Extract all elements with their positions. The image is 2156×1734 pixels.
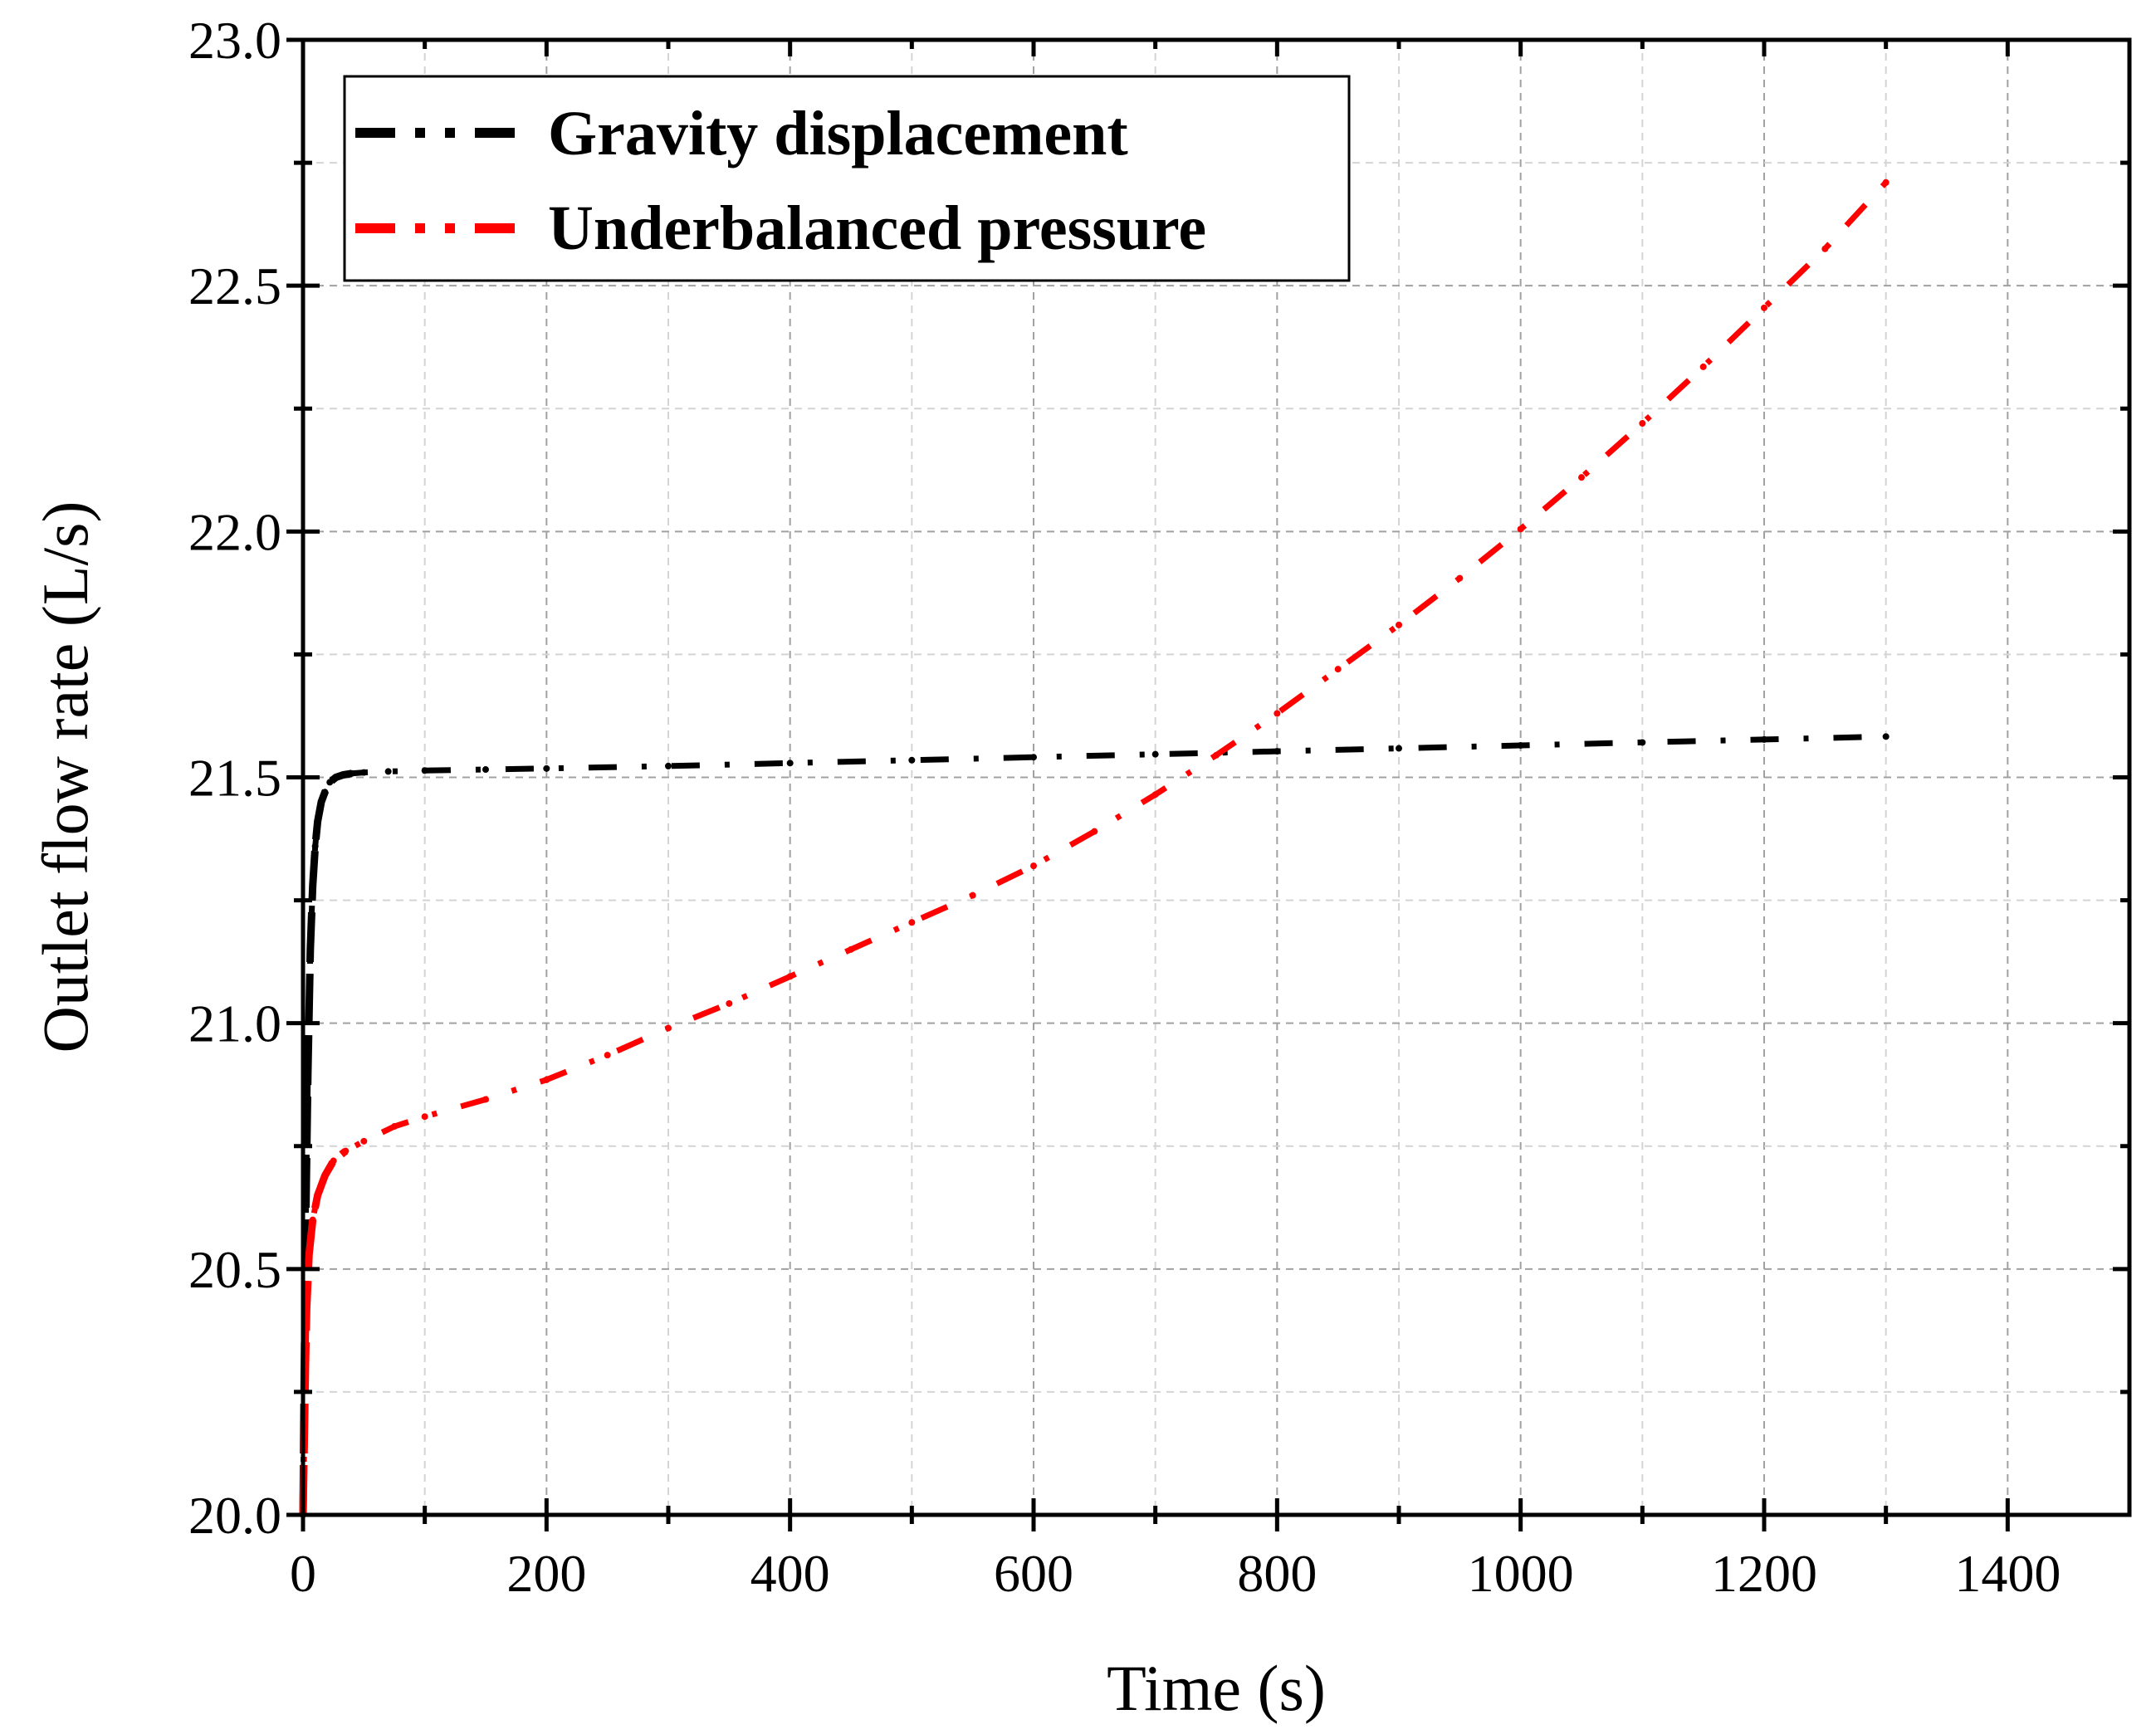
data-point: [309, 1216, 316, 1224]
data-point: [1151, 791, 1159, 799]
data-point: [318, 799, 325, 806]
data-point: [786, 973, 794, 980]
tick-labels: 0 200 400 600 800 1000 1200 1400 20.0 20.5 21.0 21.…: [188, 11, 2061, 1603]
legend: Gravity displacement Underbalanced press…: [343, 75, 1351, 282]
data-point: [1396, 745, 1402, 752]
data-point: [1030, 754, 1037, 761]
data-point: [391, 1123, 398, 1131]
x-tick-label: 800: [1237, 1544, 1317, 1603]
y-tick-label: 22.0: [188, 502, 281, 561]
data-point: [314, 818, 321, 825]
data-point: [786, 760, 794, 767]
data-point: [1882, 178, 1890, 186]
x-tick-label: 200: [506, 1544, 586, 1603]
data-point: [848, 945, 854, 953]
x-tick-label: 1000: [1468, 1544, 1574, 1603]
data-point: [340, 771, 347, 779]
legend-box: [343, 75, 1351, 282]
data-point: [1334, 666, 1342, 673]
data-point: [321, 1172, 329, 1180]
data-point: [342, 1147, 350, 1155]
data-point: [1821, 245, 1829, 252]
data-point: [1639, 420, 1646, 427]
data-point: [326, 779, 334, 786]
data-point: [543, 1076, 550, 1083]
data-point: [321, 789, 329, 796]
y-tick-label: 22.5: [188, 256, 281, 315]
data-point: [908, 919, 916, 926]
data-point: [1396, 621, 1402, 628]
data-point: [908, 756, 916, 764]
data-point: [1274, 710, 1281, 717]
grid-lines: [303, 40, 2129, 1515]
data-point: [726, 999, 733, 1007]
y-tick-label: 20.0: [188, 1486, 281, 1545]
x-tick-label: 0: [290, 1544, 316, 1603]
data-point: [306, 1251, 313, 1258]
data-point: [543, 764, 550, 772]
y-tick-label: 23.0: [188, 11, 281, 70]
data-point: [604, 1052, 611, 1059]
y-tick-label: 21.5: [188, 749, 281, 808]
x-tick-label: 1200: [1711, 1544, 1817, 1603]
data-point: [330, 1157, 337, 1165]
data-point: [1151, 750, 1159, 758]
data-point: [1456, 574, 1464, 582]
x-tick-label: 1400: [1954, 1544, 2061, 1603]
data-point: [1761, 304, 1767, 311]
data-point: [306, 945, 314, 953]
data-point: [309, 882, 316, 889]
data-point: [384, 768, 392, 775]
data-point: [360, 769, 368, 776]
data-point: [1517, 741, 1524, 749]
y-axis-title: Outlet flow rate (L/s): [29, 501, 101, 1053]
data-point: [304, 1068, 311, 1076]
data-point: [1091, 828, 1098, 835]
y-tick-label: 21.0: [188, 994, 281, 1053]
data-point: [1578, 474, 1585, 481]
data-point: [348, 769, 355, 777]
x-axis-title: Time (s): [1107, 1652, 1326, 1724]
y-tick-label: 20.5: [188, 1240, 281, 1299]
data-point: [421, 767, 428, 774]
x-tick-label: 400: [750, 1544, 830, 1603]
data-point: [360, 1137, 368, 1145]
data-point: [1882, 733, 1890, 740]
legend-label-underbalanced-pressure: Underbalanced pressure: [548, 193, 1206, 263]
data-point: [969, 891, 976, 899]
data-point: [482, 766, 489, 774]
data-point: [1699, 363, 1707, 370]
data-point: [1030, 862, 1037, 870]
data-point: [1517, 525, 1524, 533]
data-point: [482, 1096, 489, 1103]
data-point: [1213, 751, 1220, 759]
data-point: [1761, 735, 1767, 743]
axis-ticks: [286, 37, 2129, 1531]
data-point: [314, 1191, 321, 1199]
data-point: [311, 843, 319, 850]
data-point: [332, 774, 340, 781]
data-point: [1274, 748, 1281, 755]
data-point: [421, 1113, 428, 1121]
data-point: [665, 762, 672, 769]
x-tick-label: 600: [994, 1544, 1073, 1603]
legend-label-gravity-displacement: Gravity displacement: [548, 99, 1128, 169]
data-point: [1639, 739, 1646, 746]
data-point: [665, 1024, 672, 1032]
